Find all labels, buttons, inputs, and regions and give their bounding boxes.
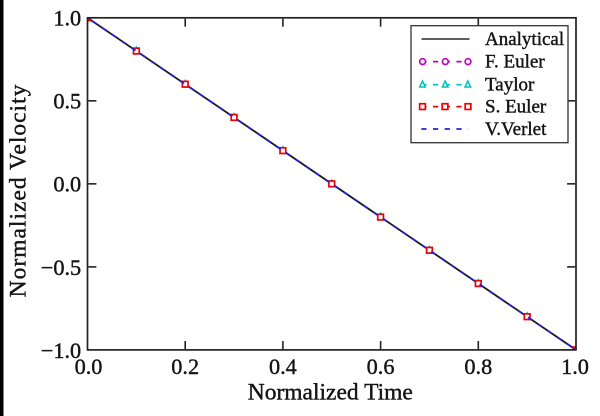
svg-text:Normalized Time: Normalized Time [248, 380, 413, 406]
svg-text:1.0: 1.0 [53, 6, 81, 31]
svg-text:−0.5: −0.5 [41, 255, 81, 280]
svg-text:0.8: 0.8 [464, 354, 492, 379]
svg-text:0.0: 0.0 [75, 354, 103, 379]
svg-text:F. Euler: F. Euler [485, 52, 545, 73]
svg-text:Normalized Velocity: Normalized Velocity [5, 84, 31, 298]
svg-text:0.6: 0.6 [367, 354, 395, 379]
svg-text:−1.0: −1.0 [41, 338, 81, 363]
svg-text:Taylor: Taylor [485, 75, 535, 96]
svg-text:V.Verlet: V.Verlet [485, 119, 547, 140]
svg-text:0.2: 0.2 [171, 354, 199, 379]
svg-text:0.5: 0.5 [53, 89, 81, 114]
svg-text:S. Euler: S. Euler [485, 97, 547, 118]
svg-text:0.4: 0.4 [269, 354, 297, 379]
svg-text:Analytical: Analytical [485, 29, 564, 50]
svg-text:1.0: 1.0 [561, 354, 589, 379]
svg-text:0.0: 0.0 [53, 172, 81, 197]
